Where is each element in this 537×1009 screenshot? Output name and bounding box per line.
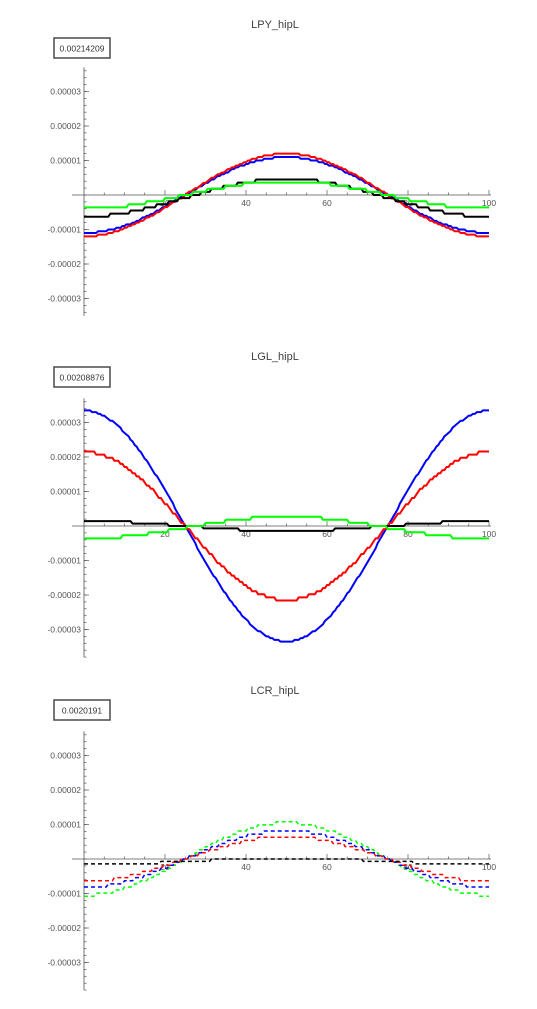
series-line-2 [84, 836, 489, 882]
y-tick-label: -0.00001 [47, 225, 81, 235]
x-tick-label: 60 [322, 198, 332, 208]
x-tick-label: 60 [322, 529, 332, 539]
chart-title: LGL_hipL [251, 351, 299, 363]
x-tick-label: 80 [403, 862, 413, 872]
series-line-2 [84, 520, 489, 532]
x-tick-label: 80 [403, 198, 413, 208]
x-tick-label: 40 [241, 529, 251, 539]
x-tick-label: 40 [241, 198, 251, 208]
x-tick-label: 60 [322, 862, 332, 872]
x-tick-label: 100 [482, 862, 496, 872]
y-tick-label: -0.00003 [47, 625, 81, 635]
series-line-0 [84, 409, 489, 643]
x-tick-label: 40 [241, 862, 251, 872]
y-tick-label: 0.00001 [50, 156, 81, 166]
y-tick-label: 0.00002 [50, 121, 81, 131]
chart-panel-lgl-hipl: LGL_hipL 0.00208876 -0.00003 -0.00002 -0.000… [47, 351, 496, 658]
x-tick-label: 20 [160, 198, 170, 208]
y-tick-label: 0.00001 [50, 820, 81, 830]
chart-title: LPY_hipL [251, 19, 299, 31]
x-tick-label: 20 [160, 529, 170, 539]
series-line-1 [84, 450, 489, 602]
y-tick-label: 0.00003 [50, 751, 81, 761]
y-tick-label: 0.00003 [50, 418, 81, 428]
x-tick-label: 100 [482, 529, 496, 539]
x-tick-label: 80 [403, 529, 413, 539]
y-tick-label: 0.00003 [50, 87, 81, 97]
value-badge-box [53, 37, 111, 59]
series-line-3 [84, 515, 489, 540]
series-line-3 [84, 181, 489, 209]
y-tick-label: 0.00002 [50, 452, 81, 462]
value-badge: 0.00214209 [60, 44, 105, 54]
x-tick-label: 100 [482, 198, 496, 208]
value-badge-box [53, 366, 111, 388]
series-line-3 [84, 858, 489, 865]
value-badge: 0.00208876 [60, 373, 105, 383]
series-line-0 [84, 820, 489, 898]
y-tick-label: 0.00002 [50, 785, 81, 795]
y-tick-label: -0.00001 [47, 556, 81, 566]
series-line-0 [84, 156, 489, 234]
series-line-1 [84, 830, 489, 888]
y-tick-label: -0.00002 [47, 259, 81, 269]
y-tick-label: -0.00001 [47, 889, 81, 899]
y-tick-label: 0.00001 [50, 487, 81, 497]
chart-panel-lcr-hipl: LCR_hipL 0.0020191 -0.00003 -0.00002 -0.0000… [47, 685, 496, 991]
chart-title: LCR_hipL [251, 685, 300, 697]
series-line-1 [84, 152, 489, 238]
value-badge-box [53, 699, 111, 721]
y-tick-label: -0.00003 [47, 958, 81, 968]
y-tick-label: -0.00002 [47, 590, 81, 600]
y-tick-label: -0.00003 [47, 294, 81, 304]
x-tick-label: 20 [160, 862, 170, 872]
y-tick-label: -0.00002 [47, 923, 81, 933]
series-line-2 [84, 178, 489, 218]
value-badge: 0.0020191 [62, 706, 102, 716]
chart-panel-lpy-hipl: LPY_hipL 0.00214209 -0.00003 -0.00002 -0.000… [47, 19, 496, 316]
